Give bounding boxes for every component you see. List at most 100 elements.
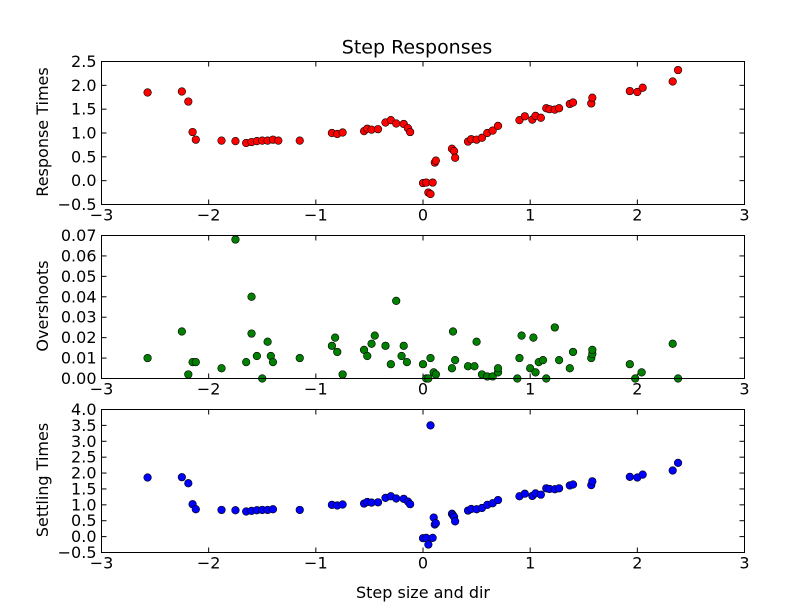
response-times-data-point [188,127,197,137]
settling-times-data-point [638,470,647,479]
settling-times-y-tick-label: 1.0 [71,495,96,514]
overshoots-x-tick-label: −1 [304,380,328,399]
settling-times-data-point [555,484,564,493]
overshoots-data-point [263,337,272,346]
response-times-y-tick-label: 2.0 [71,76,96,95]
response-times-x-tick-label: −3 [90,206,114,225]
overshoots-data-point [538,356,548,365]
response-times-data-point [588,93,597,102]
overshoots-data-point [402,358,412,367]
settling-times-y-tick-label: 3.0 [71,432,96,451]
settling-times-data-point [217,505,226,515]
response-times-x-tick-label: −2 [197,206,221,225]
overshoots-data-point [517,331,526,340]
overshoots-data-point [252,351,261,361]
overshoots-y-tick-label: 0.05 [61,267,97,286]
overshoots-data-point [493,364,503,373]
settling-times-y-tick-label: 0.0 [71,527,96,546]
settling-times-data-point [431,519,440,528]
settling-times-data-point [426,421,435,430]
response-times-data-point [191,135,200,144]
response-times-y-axis-label: Response Times [33,67,52,196]
response-times-data-point [406,127,415,137]
response-times-data-point [536,113,545,122]
overshoots-data-point [515,353,524,363]
overshoots-x-tick-label: −3 [90,380,114,399]
response-times-x-tick-label: −1 [304,206,328,225]
overshoots-data-point [555,356,564,365]
response-times-data-point [520,112,529,121]
overshoots-data-point [333,347,342,357]
overshoots-data-point [392,296,401,305]
settling-times-data-point [295,505,304,515]
overshoots-data-point [451,356,460,365]
settling-times-plot-frame [101,409,745,553]
settling-times-y-tick-label: 1.5 [71,479,96,498]
settling-times-data-point [268,505,278,514]
overshoots-data-point [370,331,379,340]
response-times-data-point [295,136,304,145]
response-times-data-point [177,87,186,96]
response-times-y-tick-label: 1.5 [71,100,96,119]
settling-times-y-tick-label: 4.0 [71,400,96,419]
settling-times-x-tick-label: 2 [632,554,642,573]
response-times-data-point [338,128,347,137]
overshoots-data-point [550,323,559,332]
settling-times-data-point [373,498,383,507]
response-times-y-tick-label: −0.5 [58,195,97,214]
settling-times-data-point [451,517,460,526]
overshoots-points [143,235,683,383]
settling-times-y-tick-label: 3.5 [71,416,96,435]
response-times-data-point [625,86,634,96]
settling-times-data-point [673,458,683,467]
overshoots-data-point [191,358,200,367]
overshoots-data-point [431,370,440,379]
settling-times-y-axis-label: Settling Times [33,423,52,537]
overshoots-data-point [381,341,390,350]
settling-times-data-point [568,480,578,489]
overshoots-ticks: −3 −2 −1 0 1 2 3 0.000.01 0.020.03 0.040.05 0.060.… [61,226,750,399]
overshoots-data-point [331,333,340,342]
overshoots-data-point [399,341,408,350]
response-times-y-tick-label: 0.0 [71,171,96,190]
response-times-x-tick-label: 1 [525,206,535,225]
settling-times-x-tick-label: −1 [304,554,328,573]
response-times-points [143,65,683,199]
response-times-data-point [668,77,677,86]
overshoots-data-point [397,351,406,361]
overshoots-x-tick-label: −2 [197,380,221,399]
settling-times-panel: Settling Times Step size and dir −3 −2 −1 0… [33,400,750,602]
overshoots-data-point [338,370,347,379]
overshoots-y-tick-label: 0.02 [61,328,97,347]
overshoots-y-axis-label: Overshoots [33,260,52,351]
response-times-data-point [477,133,487,142]
settling-times-data-point [424,540,433,549]
chart-title: Step Responses [342,37,492,59]
overshoots-y-tick-label: 0.04 [61,287,97,306]
overshoots-x-tick-label: 3 [739,380,749,399]
settling-times-data-point [177,473,186,482]
response-times-y-tick-label: 2.5 [71,52,96,71]
overshoots-x-tick-label: 0 [418,380,428,399]
overshoots-data-point [472,337,481,346]
overshoots-data-point [418,360,428,369]
settling-times-y-tick-label: −0.5 [58,543,97,562]
response-times-ticks: −3 −2 −1 0 1 2 3 −0.5 0.0 0.5 1.0 1.5 2.0 2.5 [58,52,750,225]
overshoots-data-point [231,235,240,244]
settling-times-data-point [493,495,503,505]
settling-times-points [143,421,683,549]
overshoots-data-point [668,339,677,348]
response-times-data-point [633,87,642,97]
response-times-data-point [217,136,226,145]
response-times-x-tick-label: 3 [739,206,749,225]
overshoots-y-tick-label: 0.00 [61,369,97,388]
settling-times-data-point [668,466,677,475]
settling-times-data-point [588,477,597,486]
settling-times-data-point [143,473,152,482]
settling-times-data-point [392,494,401,503]
settling-times-x-tick-label: 1 [525,554,535,573]
settling-times-data-point [520,489,529,498]
overshoots-data-point [531,368,540,377]
response-times-data-point [638,83,647,92]
